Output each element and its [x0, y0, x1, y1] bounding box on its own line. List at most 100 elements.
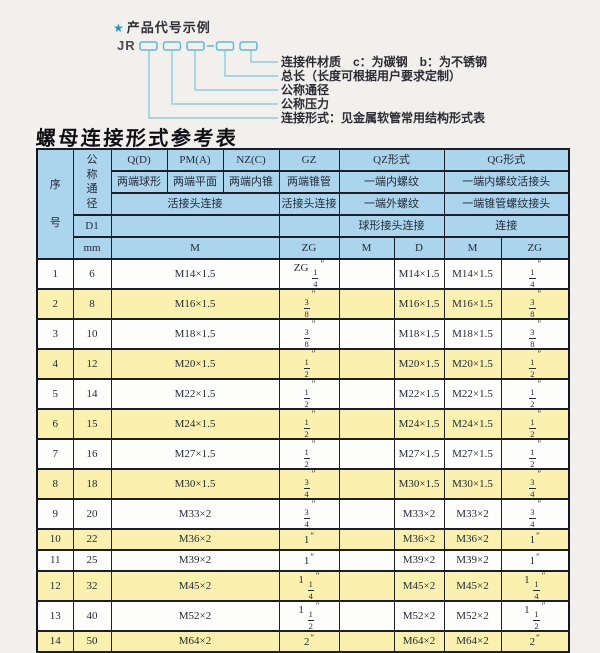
cell-qz-d: M52×2	[393, 600, 445, 632]
cell-qz-m	[338, 408, 395, 440]
code-box-4	[215, 41, 235, 51]
cell-m: M39×2	[110, 549, 280, 572]
cell-qg-zg: 1 2 ″	[500, 438, 570, 470]
cell-qz-m	[338, 348, 395, 380]
cell-m: M36×2	[110, 528, 280, 551]
cell-gz: 3 8 ″	[278, 288, 340, 320]
header-unit-qz-d: D	[393, 236, 445, 260]
header-d1-blank-gz	[278, 214, 340, 238]
code-box-2	[162, 41, 182, 51]
cell-qg-m: M52×2	[443, 600, 502, 632]
cell-dn: 16	[72, 438, 112, 470]
cell-qg-m: M33×2	[443, 498, 502, 530]
cell-m: M14×1.5	[110, 258, 280, 290]
cell-gz: 3 4 ″	[278, 468, 340, 500]
cell-qg-m: M45×2	[443, 570, 502, 602]
header-d1-blank-left	[110, 214, 280, 238]
table-header: 序号 公称通径 Q(D) PM(A) NZ(C) GZ QZ形式 QG形式 两端…	[36, 148, 570, 260]
cell-gz: 1 1 2 ″	[278, 600, 340, 632]
header-dn-label: 公称通径	[86, 154, 98, 210]
cell-qz-m	[338, 468, 395, 500]
cell-qg-zg: 3 8 ″	[500, 318, 570, 350]
header-conn2-qz: 球形接头连接	[338, 214, 445, 238]
table-row: 7 16 M27×1.5 1 2 ″ M27×1.5 M27×1.5 1 2 ″	[36, 438, 570, 470]
diagram-label-pressure: 公称压力	[281, 97, 330, 111]
cell-dn: 50	[72, 630, 112, 653]
cell-qz-d: M24×1.5	[393, 408, 445, 440]
cell-qg-m: M18×1.5	[443, 318, 502, 350]
cell-gz: 1 2 ″	[278, 408, 340, 440]
header-type-gz: 两端锥管	[278, 170, 340, 194]
diagram-heading: ★ 产品代号示例	[113, 17, 211, 36]
cell-m: M18×1.5	[110, 318, 280, 350]
cell-qz-d: M30×1.5	[393, 468, 445, 500]
diagram-label-material: 连接件材质 c：为碳钢 b：为不锈钢	[281, 55, 488, 69]
cell-qz-m	[338, 258, 395, 290]
cell-dn: 18	[72, 468, 112, 500]
header-conn-union: 活接头连接	[110, 192, 280, 216]
cell-qg-m: M22×1.5	[443, 378, 502, 410]
cell-gz: 1 2 ″	[278, 348, 340, 380]
cell-qz-m	[338, 378, 395, 410]
cell-gz: 1 2 ″	[278, 438, 340, 470]
cell-qz-m	[338, 318, 395, 350]
cell-qg-m: M14×1.5	[443, 258, 502, 290]
cell-gz: 3 8 ″	[278, 318, 340, 350]
cell-m: M30×1.5	[110, 468, 280, 500]
header-unit-mm: mm	[72, 236, 112, 260]
cell-qg-zg: 1 1 2 ″	[500, 600, 570, 632]
cell-qz-m	[338, 630, 395, 653]
cell-seq: 7	[36, 438, 74, 470]
cell-qg-zg: 1″	[500, 528, 570, 551]
table-row: 9 20 M33×2 3 4 ″ M33×2 M33×2 3 4 ″	[36, 498, 570, 530]
header-seq: 序号	[36, 148, 74, 260]
cell-m: M27×1.5	[110, 438, 280, 470]
header-type-pm: 两端平面	[166, 170, 224, 194]
cell-qg-zg: 1 2 ″	[500, 378, 570, 410]
cell-seq: 14	[36, 630, 74, 653]
cell-qz-m	[338, 549, 395, 572]
table-row: 12 32 M45×2 1 1 4 ″ M45×2 M45×2 1 1 4 ″	[36, 570, 570, 602]
cell-seq: 13	[36, 600, 74, 632]
cell-gz: ZG 1 4 ″	[278, 258, 340, 290]
cell-seq: 1	[36, 258, 74, 290]
cell-qz-d: M45×2	[393, 570, 445, 602]
cell-dn: 32	[72, 570, 112, 602]
table-body: 1 6 M14×1.5 ZG 1 4 ″ M14×1.5 M14×1.5 1 4 ″ 2 8 M16×1.…	[36, 258, 570, 653]
cell-qg-zg: 1″	[500, 549, 570, 572]
cell-qg-m: M30×1.5	[443, 468, 502, 500]
cell-dn: 8	[72, 288, 112, 320]
header-d1: D1	[72, 214, 112, 238]
cell-qz-m	[338, 438, 395, 470]
table-row: 10 22 M36×2 1″ M36×2 M36×2 1″	[36, 528, 570, 551]
table-row: 1 6 M14×1.5 ZG 1 4 ″ M14×1.5 M14×1.5 1 4 ″	[36, 258, 570, 290]
diagram-label-diameter: 公称通径	[281, 83, 330, 97]
cell-m: M45×2	[110, 570, 280, 602]
cell-m: M64×2	[110, 630, 280, 653]
cell-seq: 11	[36, 549, 74, 572]
leader-line-pressure	[171, 51, 278, 105]
cell-dn: 40	[72, 600, 112, 632]
table-row: 13 40 M52×2 1 1 2 ″ M52×2 M52×2 1 1 2 ″	[36, 600, 570, 632]
header-conn-qg: 一端锥管螺纹接头	[443, 192, 570, 216]
header-row-groups: 序号 公称通径 Q(D) PM(A) NZ(C) GZ QZ形式 QG形式	[36, 148, 570, 260]
cell-qz-d: M22×1.5	[393, 378, 445, 410]
cell-gz: 1″	[278, 528, 340, 551]
product-code-prefix: JR	[117, 38, 136, 53]
product-code-diagram: ★ 产品代号示例 JR 连接件材质 c：为碳钢 b：为不锈钢 总长（长度可根据用户…	[0, 0, 600, 132]
cell-dn: 6	[72, 258, 112, 290]
header-group-q: Q(D)	[110, 148, 168, 172]
cell-seq: 10	[36, 528, 74, 551]
cell-seq: 4	[36, 348, 74, 380]
header-type-qz: 一端内螺纹	[338, 170, 445, 194]
header-seq-label: 序号	[49, 178, 61, 230]
cell-m: M16×1.5	[110, 288, 280, 320]
cell-seq: 6	[36, 408, 74, 440]
cell-qg-m: M27×1.5	[443, 438, 502, 470]
header-unit-zg: ZG	[278, 236, 340, 260]
table-row: 3 10 M18×1.5 3 8 ″ M18×1.5 M18×1.5 3 8 ″	[36, 318, 570, 350]
cell-qg-m: M24×1.5	[443, 408, 502, 440]
cell-qg-zg: 3 4 ″	[500, 498, 570, 530]
cell-qg-m: M16×1.5	[443, 288, 502, 320]
cell-dn: 22	[72, 528, 112, 551]
